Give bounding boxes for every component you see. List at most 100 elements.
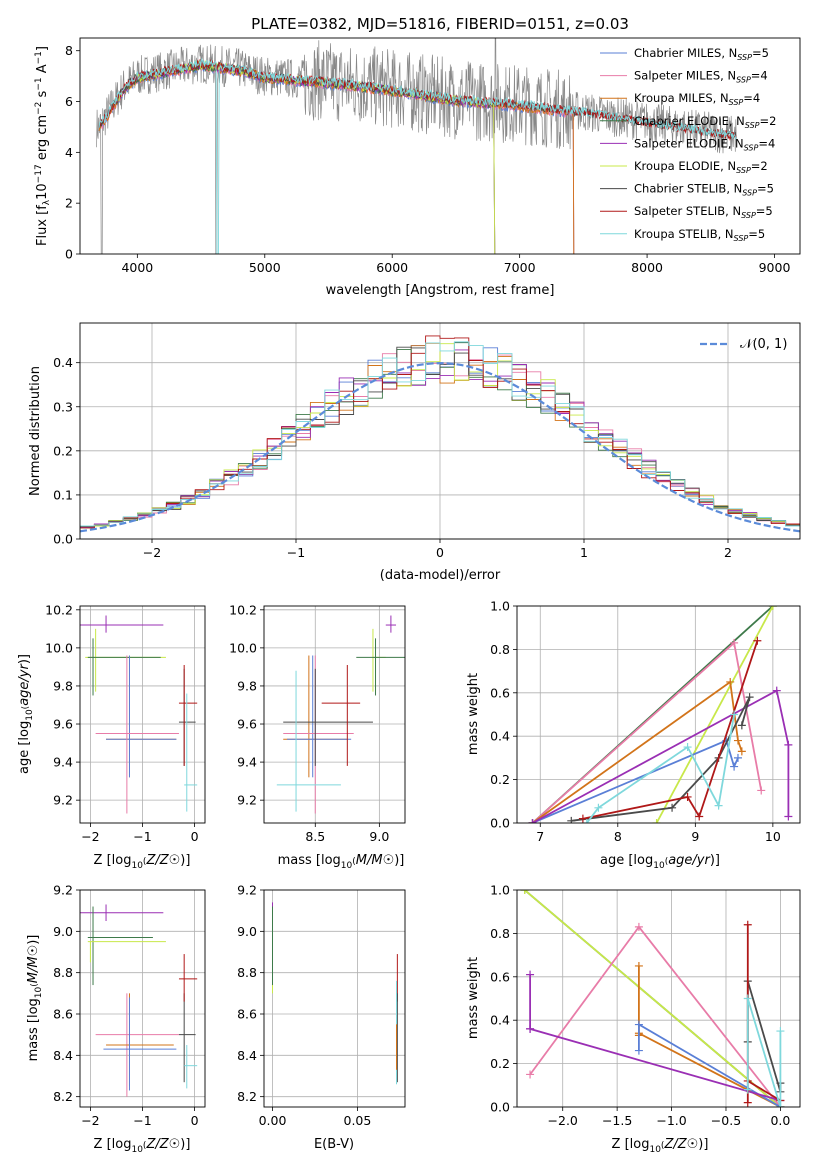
series-kroupa-stelib	[743, 994, 785, 1107]
series-marker	[528, 819, 537, 823]
x-tick-label: −1.0	[656, 1113, 686, 1128]
series-marker	[526, 1070, 535, 1079]
panel-Z-massweight: −2.0 −1.5 −1.0 −0.5 0.0 0.0 0.2 0.4 0.6 0.8 1.0 Z […	[466, 883, 801, 1155]
plot-area	[271, 902, 398, 1085]
series-marker	[733, 753, 742, 762]
axes-frame	[79, 322, 801, 540]
axes-frame	[79, 605, 206, 824]
y-tick-label: 8.2	[53, 1089, 73, 1104]
legend-label: Kroupa MILES, NSSP=4	[634, 91, 760, 107]
y-tick-label: 0.4	[490, 729, 510, 744]
x-tick-label: 1	[580, 545, 588, 560]
series-marker	[753, 636, 762, 645]
y-tick-label: 9.2	[53, 793, 73, 808]
gaussian-curve	[80, 361, 800, 533]
series-marker	[695, 812, 704, 821]
panel-Z-mass: −2 −1 0 8.2 8.4 8.6 8.8 9.0 9.2 Z [log10(Z/Z☉)] ma…	[26, 883, 206, 1155]
series-marker	[582, 819, 591, 823]
panel-residuals: −2 −1 0 1 2 0.0 0.1 0.2 0.3 0.4 𝒩(0, 1) (data-model…	[28, 322, 801, 583]
x-tick-label: −2.0	[548, 1113, 578, 1128]
y-tick-label: 8.4	[53, 1048, 73, 1063]
series-kroupa-miles	[528, 677, 746, 823]
errorbar-chabrier-elodie	[87, 906, 153, 986]
errorbar-chabrier-miles	[103, 997, 177, 1091]
y-tick-label: 0.2	[53, 443, 73, 458]
legend-label: Salpeter STELIB, NSSP=5	[634, 204, 773, 220]
y-tick-label: 1.0	[490, 599, 510, 614]
errorbar-chabrier-stelib	[283, 668, 373, 766]
series-marker	[776, 1027, 785, 1036]
y-tick-label: 9.8	[53, 678, 73, 693]
series-line	[655, 606, 774, 823]
plot-area	[276, 615, 405, 814]
y-tick-label: 0.8	[490, 926, 510, 941]
errorbar-salpeter-miles	[95, 655, 179, 814]
series-line	[532, 739, 739, 823]
x-tick-label: 4000	[121, 260, 153, 275]
series-marker	[757, 786, 766, 795]
series-marker	[567, 816, 576, 823]
y-tick-label: 9.2	[237, 793, 257, 808]
y-axis-label: mass [log10(M/M☉)]	[26, 935, 44, 1062]
errorbar-salpeter-stelib	[178, 665, 198, 766]
y-tick-label: 10.2	[45, 602, 73, 617]
errorbar-kroupa-miles	[106, 993, 174, 1087]
errorbar-salpeter-elodie	[385, 615, 397, 633]
y-tick-label: 0.0	[53, 532, 73, 547]
y-tick-label: 0.8	[490, 642, 510, 657]
series-marker	[520, 890, 529, 894]
x-tick-label: 7000	[504, 260, 536, 275]
series-kroupa-elodie	[652, 606, 777, 823]
x-tick-label: −1	[287, 545, 305, 560]
legend-label: Chabrier MILES, NSSP=5	[634, 46, 769, 62]
plot-area	[80, 615, 198, 814]
axes-frame	[79, 37, 801, 255]
series-marker	[784, 812, 793, 821]
series-marker	[743, 920, 752, 929]
series-kroupa-stelib	[582, 710, 739, 823]
x-axis-label: mass [log10(M/M☉)]	[278, 853, 405, 871]
grid	[264, 889, 405, 1107]
series-marker	[594, 803, 603, 812]
series-line	[582, 640, 759, 820]
figure-title: PLATE=0382, MJD=51816, FIBERID=0151, z=0…	[251, 15, 629, 33]
legend-label: Chabrier STELIB, NSSP=5	[634, 182, 774, 198]
series-marker	[745, 693, 754, 702]
legend-label: 𝒩(0, 1)	[740, 337, 787, 352]
axes-frame	[516, 605, 801, 824]
y-tick-label: 9.6	[53, 717, 73, 732]
y-axis-label: age [log10(age/yr)]	[17, 654, 35, 774]
x-tick-label: −1	[133, 829, 151, 844]
x-tick-label: 0	[436, 545, 444, 560]
legend: 𝒩(0, 1)	[700, 337, 787, 352]
y-tick-label: 1.0	[490, 883, 510, 898]
series-marker	[737, 747, 746, 756]
legend: Chabrier MILES, NSSP=5 Salpeter MILES, NS…	[600, 46, 776, 243]
series-marker	[730, 638, 739, 647]
series-salpeter-stelib	[743, 920, 785, 1107]
series-marker	[730, 762, 739, 771]
y-tick-label: 0.0	[490, 816, 510, 831]
series-salpeter-miles	[528, 638, 766, 823]
axes-frame	[263, 889, 406, 1108]
series-marker	[743, 994, 752, 1003]
legend-label: Salpeter MILES, NSSP=4	[634, 69, 768, 85]
x-tick-label: 8000	[631, 260, 663, 275]
series-marker	[634, 922, 643, 931]
x-tick-label: −2	[81, 829, 99, 844]
x-tick-label: 5000	[249, 260, 281, 275]
plot-area	[80, 904, 198, 1097]
y-tick-label: 9.6	[237, 717, 257, 732]
x-tick-label: 0	[191, 1113, 199, 1128]
x-tick-label: 10	[765, 829, 781, 844]
x-axis-label: E(B-V)	[314, 1137, 354, 1152]
errorbar-chabrier-stelib	[178, 668, 196, 766]
y-tick-label: 0.4	[490, 1013, 510, 1028]
errorbar-salpeter-stelib	[321, 665, 361, 766]
y-tick-label: 0.1	[53, 487, 73, 502]
series-marker	[683, 792, 692, 801]
y-tick-label: 0.2	[490, 772, 510, 787]
errorbar-chabrier-stelib	[178, 993, 196, 1083]
y-tick-label: 8	[65, 43, 73, 58]
